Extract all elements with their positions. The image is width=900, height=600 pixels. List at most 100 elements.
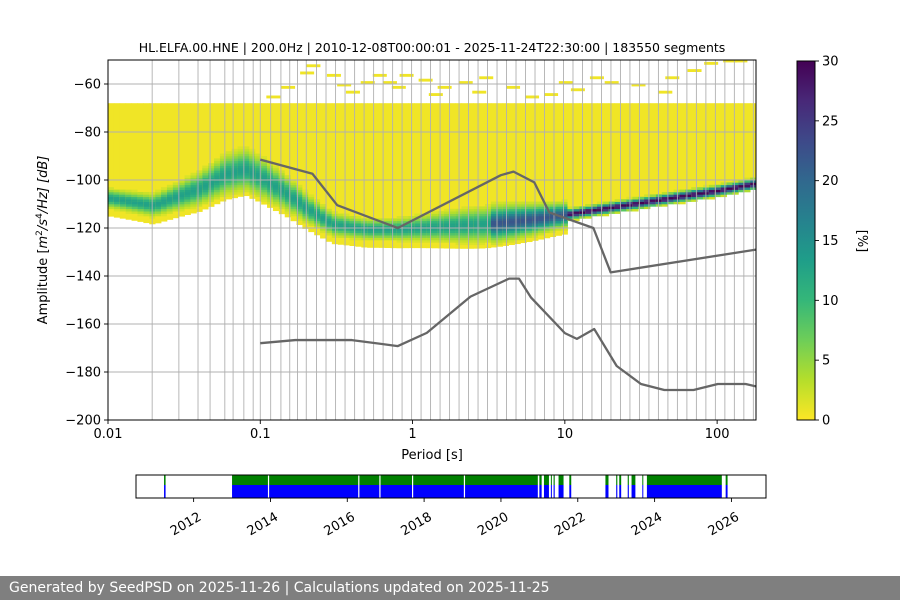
timeline-tick-label: 2026 — [706, 510, 742, 540]
density-cell — [538, 228, 545, 231]
density-cell — [331, 211, 339, 214]
density-envelope-cell — [479, 103, 486, 249]
density-cell — [143, 196, 150, 200]
density-cell — [349, 230, 356, 234]
density-cell — [172, 204, 180, 207]
density-cell — [261, 170, 268, 174]
density-cell — [349, 223, 356, 226]
density-cell — [225, 156, 233, 159]
density-cell — [137, 199, 144, 202]
density-cell — [202, 170, 209, 174]
density-cell — [667, 194, 674, 198]
density-cell — [237, 163, 244, 166]
density-cell — [284, 175, 292, 178]
density-cell — [367, 228, 374, 231]
density-outlier-cell — [266, 95, 281, 99]
density-cell — [255, 184, 262, 188]
density-cell — [255, 165, 262, 169]
density-cell — [449, 230, 456, 234]
density-cell — [208, 189, 215, 193]
density-cell — [467, 228, 474, 231]
density-cell — [390, 230, 398, 234]
density-cell — [231, 172, 238, 176]
density-cell — [155, 213, 162, 217]
density-cell — [591, 213, 598, 217]
density-cell — [325, 211, 333, 214]
density-cell — [437, 235, 445, 238]
density-cell — [161, 187, 168, 190]
timeline-blue-span — [569, 485, 572, 498]
density-cell — [726, 187, 733, 190]
density-envelope-cell — [667, 103, 674, 203]
density-envelope-cell — [490, 103, 498, 248]
density-cell — [278, 175, 286, 178]
density-cell — [267, 180, 274, 183]
density-cell — [290, 213, 297, 217]
density-envelope-cell — [585, 103, 592, 216]
density-envelope-cell — [384, 103, 392, 248]
density-cell — [320, 208, 327, 212]
density-cell — [231, 189, 238, 193]
density-cell — [261, 168, 268, 171]
density-cell — [685, 189, 692, 193]
density-cell — [214, 168, 221, 171]
density-cell — [655, 199, 663, 202]
density-cell — [225, 165, 233, 169]
density-cell — [473, 240, 480, 243]
density-cell — [384, 225, 392, 229]
density-cell — [526, 232, 533, 236]
density-cell — [119, 192, 127, 195]
density-cell — [178, 187, 185, 190]
density-cell — [143, 213, 150, 217]
density-cell — [278, 184, 286, 188]
density-cell — [184, 206, 191, 210]
density-cell — [573, 216, 580, 219]
density-envelope-cell — [290, 103, 297, 222]
density-cell — [744, 180, 751, 183]
density-cell — [744, 187, 751, 190]
density-cell — [119, 196, 127, 200]
density-cell — [296, 189, 303, 193]
density-cell — [320, 220, 327, 224]
density-cell — [549, 220, 557, 224]
density-cell — [272, 189, 280, 193]
density-cell — [267, 170, 274, 174]
density-cell — [166, 204, 174, 207]
density-cell — [219, 182, 227, 186]
density-cell — [538, 201, 545, 205]
density-cell — [402, 228, 409, 231]
density-outlier-cell — [372, 73, 387, 77]
density-cell — [732, 182, 739, 186]
density-cell — [184, 196, 191, 200]
colorbar-label: [%] — [854, 230, 869, 253]
density-cell — [219, 170, 227, 174]
density-cell — [608, 208, 616, 212]
density-envelope-cell — [726, 103, 733, 194]
density-cell — [479, 232, 486, 236]
density-cell — [496, 204, 504, 207]
density-cell — [426, 218, 433, 222]
density-cell — [290, 187, 297, 190]
density-cell — [443, 216, 451, 219]
density-cell — [237, 146, 244, 150]
density-cell — [485, 218, 492, 222]
density-cell — [414, 228, 421, 231]
density-cell — [237, 158, 244, 162]
density-cell — [284, 187, 292, 190]
density-cell — [437, 218, 445, 222]
density-outlier-cell — [281, 85, 296, 89]
density-cell — [561, 225, 568, 229]
density-cell — [691, 199, 698, 202]
density-cell — [673, 199, 680, 202]
density-cell — [119, 201, 127, 205]
density-cell — [231, 175, 238, 178]
density-cell — [302, 204, 309, 207]
density-cell — [337, 216, 345, 219]
density-cell — [691, 189, 698, 193]
density-cell — [661, 194, 669, 198]
density-cell — [190, 172, 197, 176]
density-cell — [473, 220, 480, 224]
density-cell — [320, 228, 327, 231]
density-cell — [744, 177, 751, 181]
density-cell — [231, 156, 238, 159]
